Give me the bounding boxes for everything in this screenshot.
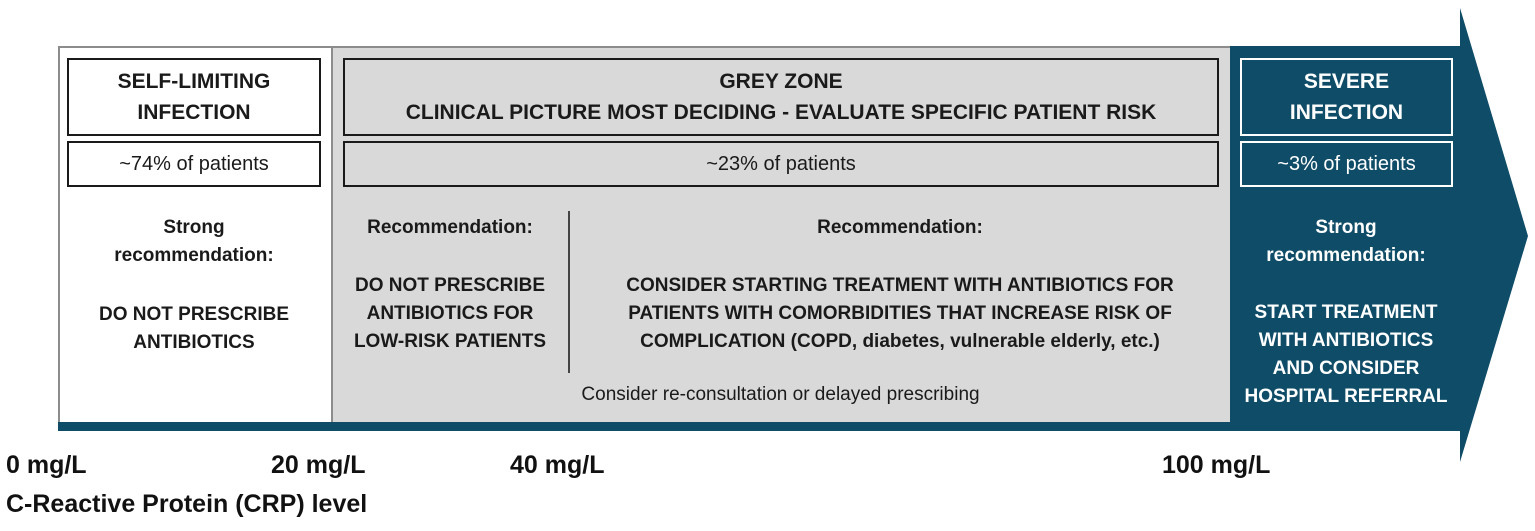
self-limiting-share-box: ~74% of patients <box>67 141 321 187</box>
severe-share-box: ~3% of patients <box>1240 141 1453 187</box>
severe-rec-text-line-2: WITH ANTIBIOTICS <box>1258 330 1434 351</box>
grey-right-rec-heading: Recommendation: <box>817 217 983 238</box>
severe-arrow-shape <box>1230 8 1528 462</box>
severe-share: ~3% of patients <box>1277 152 1416 175</box>
self-limiting-rec-text-line-1: DO NOT PRESCRIBE <box>98 304 290 325</box>
self-limiting-share: ~74% of patients <box>119 152 269 175</box>
severe-title-line-1: SEVERE <box>1303 70 1390 93</box>
self-limiting-title-line-2: INFECTION <box>137 101 251 124</box>
tick-0-mg: 0 mg/L <box>6 451 87 479</box>
grey-zone-footnote: Consider re-consultation or delayed pres… <box>581 384 980 405</box>
severe-rec-heading-line-2: recommendation: <box>1266 245 1426 266</box>
severe-rec-heading-line-1: Strong <box>1315 217 1377 238</box>
grey-zone-title-line-2: CLINICAL PICTURE MOST DECIDING - EVALUAT… <box>405 101 1157 124</box>
grey-left-rec-text-line-1: DO NOT PRESCRIBE <box>354 275 546 296</box>
grey-zone-divider <box>568 211 570 373</box>
tick-20-mg: 20 mg/L <box>271 451 366 479</box>
tick-40-mg: 40 mg/L <box>510 451 605 479</box>
crp-scale-bar <box>58 422 1238 431</box>
severe-rec-text-line-3: AND CONSIDER <box>1272 358 1420 379</box>
grey-right-rec-text-line-3: COMPLICATION (COPD, diabetes, vulnerable… <box>640 331 1160 352</box>
severe-title-line-2: INFECTION <box>1289 101 1404 124</box>
grey-zone-share-box: ~23% of patients <box>343 141 1219 187</box>
self-limiting-rec-heading: Strong recommendation: <box>67 214 321 270</box>
self-limiting-rec-heading-line-2: recommendation: <box>114 245 274 266</box>
grey-right-rec-text-line-1: CONSIDER STARTING TREATMENT WITH ANTIBIO… <box>626 275 1174 296</box>
severe-rec-text-line-1: START TREATMENT <box>1254 302 1438 323</box>
self-limiting-rec-text-line-2: ANTIBIOTICS <box>133 332 255 353</box>
severe-rec-heading: Strong recommendation: <box>1232 214 1460 270</box>
grey-zone-title-box: GREY ZONE CLINICAL PICTURE MOST DECIDING… <box>343 58 1219 136</box>
grey-left-rec-text: DO NOT PRESCRIBE ANTIBIOTICS FOR LOW-RIS… <box>330 272 570 356</box>
grey-left-rec-text-line-3: LOW-RISK PATIENTS <box>353 331 547 352</box>
grey-zone-title-line-1: GREY ZONE <box>719 70 843 93</box>
grey-right-rec-text-line-2: PATIENTS WITH COMORBIDITIES THAT INCREAS… <box>628 303 1172 324</box>
severe-rec-text: START TREATMENT WITH ANTIBIOTICS AND CON… <box>1232 299 1460 411</box>
self-limiting-title-box: SELF-LIMITING INFECTION <box>67 58 321 136</box>
tick-100-mg: 100 mg/L <box>1162 451 1271 479</box>
self-limiting-rec-heading-line-1: Strong <box>163 217 225 238</box>
severe-title-box: SEVERE INFECTION <box>1240 58 1453 136</box>
self-limiting-rec-text: DO NOT PRESCRIBE ANTIBIOTICS <box>67 301 321 357</box>
grey-right-rec-text: CONSIDER STARTING TREATMENT WITH ANTIBIO… <box>580 272 1220 356</box>
grey-left-rec-text-line-2: ANTIBIOTICS FOR <box>366 303 534 324</box>
grey-zone-share: ~23% of patients <box>706 152 856 175</box>
severe-rec-text-line-4: HOSPITAL REFERRAL <box>1244 386 1448 407</box>
axis-title: C-Reactive Protein (CRP) level <box>6 490 368 518</box>
self-limiting-title-line-1: SELF-LIMITING <box>117 70 271 93</box>
grey-left-rec-heading: Recommendation: <box>367 217 533 238</box>
